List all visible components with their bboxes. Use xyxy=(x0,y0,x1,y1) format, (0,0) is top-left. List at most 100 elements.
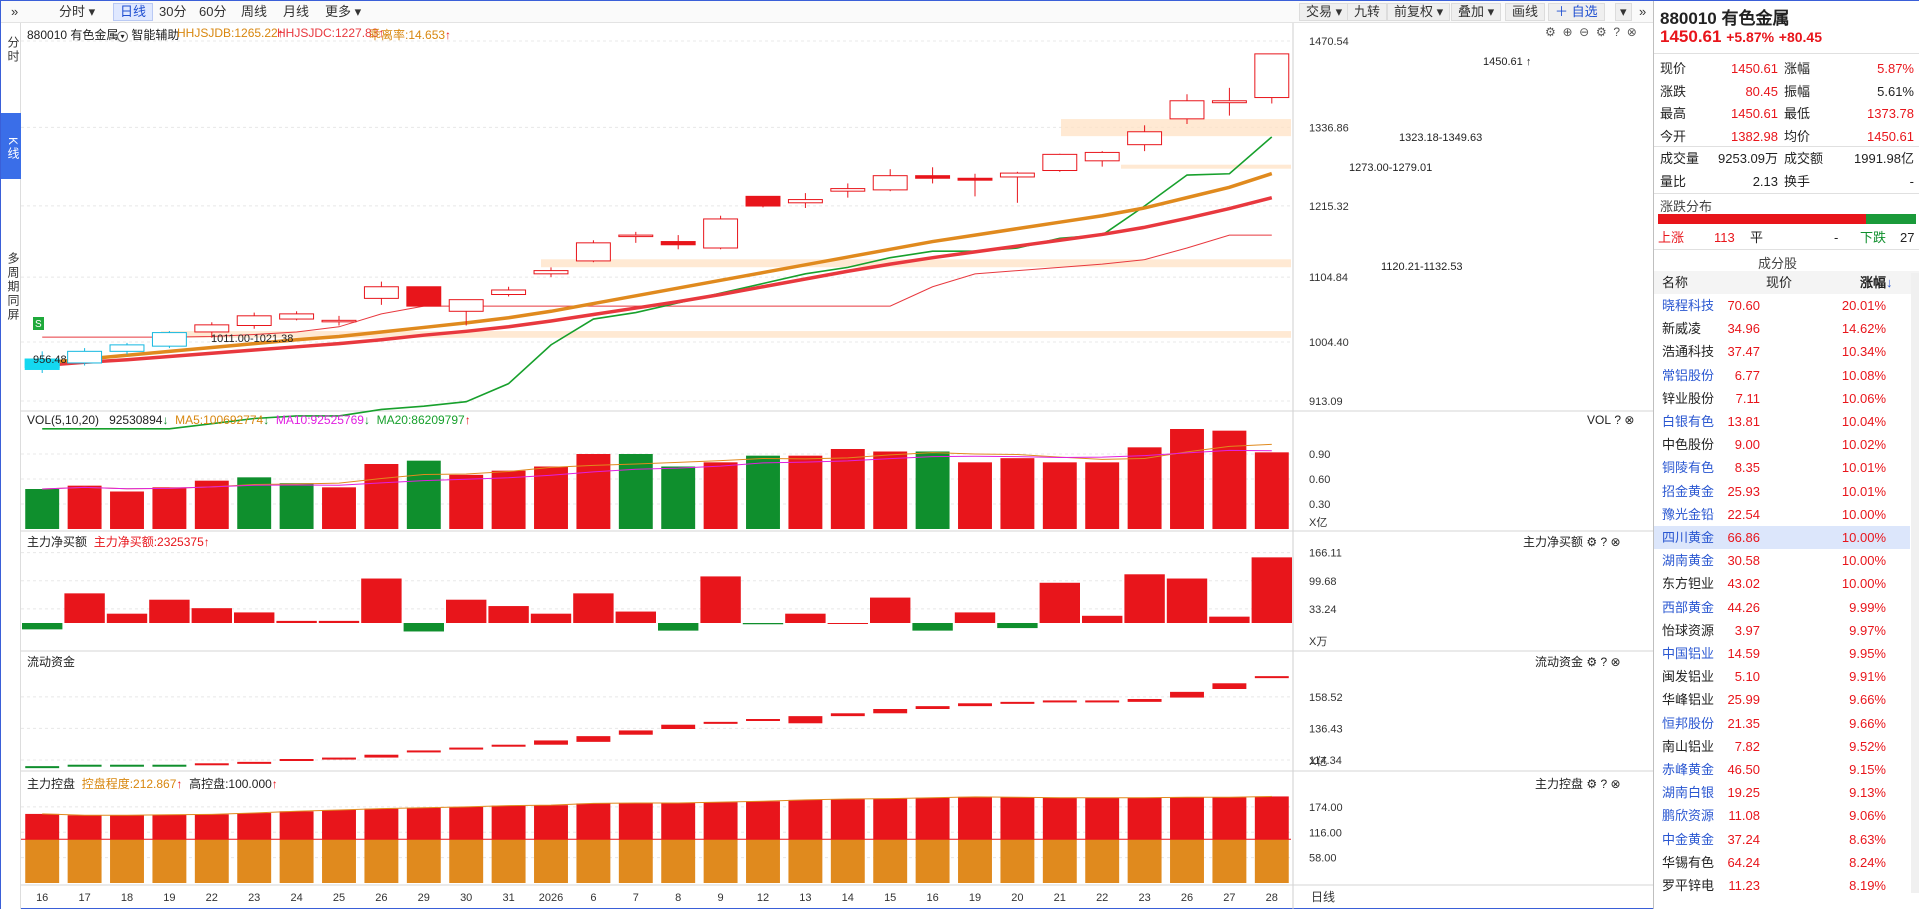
stock-row[interactable]: 白银有色 13.81 10.04% xyxy=(1654,410,1910,433)
gear-icon[interactable]: ⚙ xyxy=(1586,535,1598,549)
toolbar-button-4[interactable]: 画线 xyxy=(1505,3,1546,21)
collapse-left-icon[interactable]: » xyxy=(11,4,19,19)
stock-price: 30.58 xyxy=(1727,553,1760,569)
toolbar-button-2[interactable]: 前复权 ▾ xyxy=(1387,3,1451,21)
stock-row[interactable]: 锌业股份 7.11 10.06% xyxy=(1654,387,1910,410)
stock-name[interactable]: 四川黄金 xyxy=(1662,530,1715,545)
toolbar-button-3[interactable]: 叠加 ▾ xyxy=(1451,3,1502,21)
kline-chart-svg[interactable]: 1470.54 1336.86 1215.32 1104.84 1004.40 913.0… xyxy=(21,23,1653,909)
stock-name[interactable]: 鹏欣资源 xyxy=(1662,808,1715,824)
zoom-in-icon[interactable]: ⊕ xyxy=(1562,25,1573,39)
stock-name[interactable]: 白银有色 xyxy=(1662,414,1715,429)
help-icon[interactable]: ? xyxy=(1614,413,1622,427)
stock-name[interactable]: 招金黄金 xyxy=(1662,483,1715,499)
stock-name[interactable]: 华锡有色 xyxy=(1662,854,1715,870)
col-name[interactable]: 名称 xyxy=(1662,275,1689,290)
period-tab-0[interactable]: 分时 ▾ xyxy=(59,4,96,19)
vol-header: VOL(5,10,20) 92530894↓ MA5:100692774↓ MA… xyxy=(27,413,471,427)
period-tab-2[interactable]: 30分 xyxy=(159,4,187,19)
stock-row[interactable]: 恒邦股份 21.35 9.66% xyxy=(1654,712,1910,735)
close-icon[interactable]: ⊗ xyxy=(1626,25,1637,39)
close-icon[interactable]: ⊗ xyxy=(1610,535,1621,549)
stock-name[interactable]: 中金黄金 xyxy=(1662,831,1715,847)
view-tab-2[interactable]: 多周期同屏 xyxy=(6,252,20,322)
flow-bar-16 xyxy=(703,721,738,724)
stock-name[interactable]: 中国铝业 xyxy=(1662,646,1715,661)
stock-name[interactable]: 铜陵有色 xyxy=(1662,460,1715,476)
help-icon[interactable]: ? xyxy=(1600,535,1608,549)
toolbar-button-5[interactable]: ＋ 自选 xyxy=(1548,3,1605,21)
toolbar-button-1[interactable]: 九转 xyxy=(1347,3,1388,21)
stock-row[interactable]: 中国铝业 14.59 9.95% xyxy=(1654,642,1910,665)
stock-name[interactable]: 湖南黄金 xyxy=(1662,553,1715,569)
view-tab-1[interactable]: K线 xyxy=(1,113,21,179)
stock-row[interactable]: 中色股份 9.00 10.02% xyxy=(1654,433,1910,456)
stock-row[interactable]: 华峰铝业 25.99 9.66% xyxy=(1654,688,1910,711)
stock-name[interactable]: 浩通科技 xyxy=(1662,344,1715,360)
gear-icon[interactable]: ⚙ xyxy=(1595,25,1607,39)
stock-name[interactable]: 常铝股份 xyxy=(1662,367,1715,383)
help-icon[interactable]: ? xyxy=(1613,25,1621,39)
assist-toggle[interactable]: ▾ 智能辅助 xyxy=(117,26,179,43)
stock-name[interactable]: 西部黄金 xyxy=(1662,599,1715,615)
stock-row[interactable]: 东方钽业 43.02 10.00% xyxy=(1654,572,1910,595)
gear-icon[interactable]: ⚙ xyxy=(1586,655,1598,669)
help-icon[interactable]: ? xyxy=(1600,655,1608,669)
zoom-out-icon[interactable]: ⊖ xyxy=(1579,25,1590,39)
stock-row[interactable]: 铜陵有色 8.35 10.01% xyxy=(1654,456,1910,479)
stock-name[interactable]: 闽发铝业 xyxy=(1662,669,1715,685)
close-icon[interactable]: ⊗ xyxy=(1624,413,1635,427)
stock-name[interactable]: 恒邦股份 xyxy=(1662,715,1715,731)
col-price[interactable]: 现价 xyxy=(1766,275,1793,290)
close-icon[interactable]: ⊗ xyxy=(1610,777,1621,791)
stock-row[interactable]: 罗平锌电 11.23 8.19% xyxy=(1654,874,1910,897)
stock-name[interactable]: 怡球资源 xyxy=(1662,622,1715,638)
stock-row[interactable]: 浩通科技 37.47 10.34% xyxy=(1654,340,1910,363)
stock-row[interactable]: 晓程科技 70.60 20.01% xyxy=(1654,294,1910,317)
stock-row[interactable]: 新威凌 34.96 14.62% xyxy=(1654,317,1910,340)
dropdown-icon[interactable]: ▾ xyxy=(1615,3,1632,21)
stock-row[interactable]: 鹏欣资源 11.08 9.06% xyxy=(1654,804,1910,827)
stock-row[interactable]: 怡球资源 3.97 9.97% xyxy=(1654,619,1910,642)
stock-row[interactable]: 常铝股份 6.77 10.08% xyxy=(1654,364,1910,387)
stock-name[interactable]: 赤峰黄金 xyxy=(1662,762,1715,777)
close-icon[interactable]: ⊗ xyxy=(1610,655,1621,669)
stock-name[interactable]: 罗平锌电 xyxy=(1662,878,1715,893)
gear-icon[interactable]: ⚙ xyxy=(1586,777,1598,791)
col-pct[interactable]: 涨幅↓ xyxy=(1860,275,1893,290)
view-tab-0[interactable]: 分时 xyxy=(6,36,20,64)
stock-name[interactable]: 南山铝业 xyxy=(1662,738,1715,754)
stock-name[interactable]: 豫光金铅 xyxy=(1662,506,1715,522)
stock-row[interactable]: 华锡有色 64.24 8.24% xyxy=(1654,851,1910,874)
stock-row[interactable]: 赤峰黄金 46.50 9.15% xyxy=(1654,758,1910,781)
period-tab-5[interactable]: 月线 xyxy=(283,4,310,19)
stock-row[interactable]: 南山铝业 7.82 9.52% xyxy=(1654,735,1910,758)
stock-name[interactable]: 中色股份 xyxy=(1662,437,1715,453)
help-icon[interactable]: ? xyxy=(1600,777,1608,791)
stock-name[interactable]: 新威凌 xyxy=(1662,321,1702,337)
stock-row[interactable]: 中金黄金 37.24 8.63% xyxy=(1654,828,1910,851)
period-tab-4[interactable]: 周线 xyxy=(241,4,268,19)
chart-area[interactable]: 1470.54 1336.86 1215.32 1104.84 1004.40 913.0… xyxy=(21,23,1653,909)
stock-row[interactable]: 闽发铝业 5.10 9.91% xyxy=(1654,665,1910,688)
stock-name[interactable]: 锌业股份 xyxy=(1662,390,1715,406)
stock-row[interactable]: 四川黄金 66.86 10.00% xyxy=(1654,526,1910,549)
list-scrollbar[interactable] xyxy=(1911,273,1919,893)
stock-name[interactable]: 东方钽业 xyxy=(1662,576,1715,592)
quote-label: 成交量 xyxy=(1660,151,1700,166)
stock-row[interactable]: 西部黄金 44.26 9.99% xyxy=(1654,596,1910,619)
stock-row[interactable]: 湖南白银 19.25 9.13% xyxy=(1654,781,1910,804)
settings-icon[interactable]: ⚙ xyxy=(1545,25,1556,39)
stock-row[interactable]: 湖南黄金 30.58 10.00% xyxy=(1654,549,1910,572)
toolbar-button-0[interactable]: 交易 ▾ xyxy=(1299,3,1350,21)
stock-name[interactable]: 华峰铝业 xyxy=(1662,692,1715,708)
stock-name[interactable]: 湖南白银 xyxy=(1662,785,1715,801)
expand-right-icon[interactable]: » xyxy=(1639,4,1647,19)
stock-row[interactable]: 豫光金铅 22.54 10.00% xyxy=(1654,503,1910,526)
period-tab-6[interactable]: 更多 ▾ xyxy=(325,4,362,19)
stock-pct: 9.99% xyxy=(1849,599,1886,615)
period-tab-3[interactable]: 60分 xyxy=(199,4,227,19)
stock-name[interactable]: 晓程科技 xyxy=(1662,298,1715,313)
stock-row[interactable]: 招金黄金 25.93 10.01% xyxy=(1654,480,1910,503)
period-tab-1[interactable]: 日线 xyxy=(113,3,154,21)
